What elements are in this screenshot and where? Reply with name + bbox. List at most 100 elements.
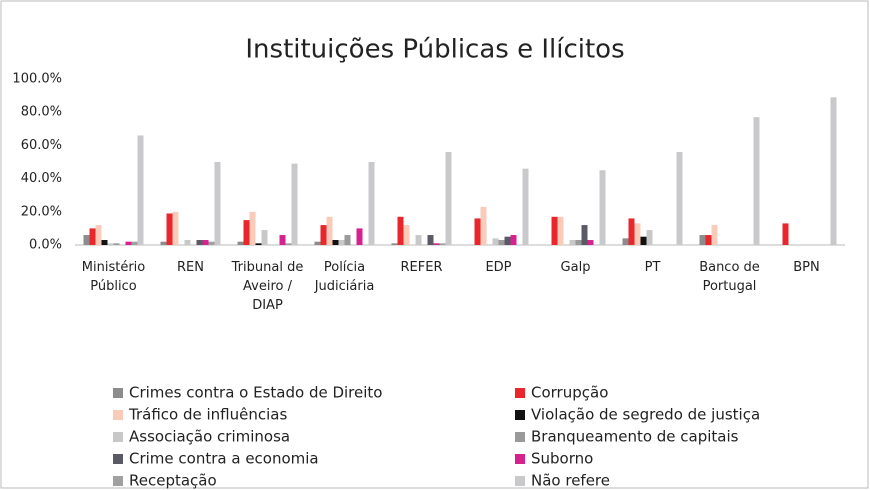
bar (332, 240, 339, 245)
x-tick-label: REN (177, 260, 204, 275)
bar (237, 241, 244, 245)
bar (640, 236, 647, 245)
bar (326, 216, 333, 245)
bar (557, 216, 564, 245)
bar (338, 240, 345, 245)
bar (160, 241, 167, 245)
legend-swatch (515, 476, 525, 486)
bar (628, 218, 635, 245)
bar (569, 240, 576, 245)
bar (587, 240, 594, 245)
bar (184, 240, 191, 245)
legend-label: Branqueamento de capitais (531, 428, 739, 446)
bar (622, 238, 629, 245)
bar (261, 230, 268, 245)
bar (575, 240, 582, 245)
legend-swatch (515, 432, 525, 442)
legend-swatch (113, 410, 123, 420)
legend-swatch (113, 432, 123, 442)
bar (646, 230, 653, 245)
bar (279, 235, 286, 245)
y-tick-label: 80.0% (21, 105, 62, 120)
y-tick-label: 40.0% (21, 171, 62, 186)
bar (599, 170, 606, 245)
bar (551, 216, 558, 245)
x-tick-label: EDP (485, 260, 511, 275)
x-tick-label: Ministério Público (82, 260, 146, 294)
legend-label: Violação de segredo de justiça (531, 406, 760, 424)
legend-label: Corrupção (531, 384, 608, 402)
x-tick-label: PT (645, 260, 661, 275)
bar (95, 225, 102, 245)
bar (89, 228, 96, 245)
chart-title: Instituições Públicas e Ilícitos (245, 35, 624, 65)
bar (243, 220, 250, 245)
legend-swatch (515, 388, 525, 398)
x-tick-label: Banco de Portugal (699, 260, 760, 294)
bar (291, 163, 298, 245)
legend-label: Crimes contra o Estado de Direito (129, 384, 382, 402)
bar (202, 240, 209, 245)
bar (753, 117, 760, 245)
bar (782, 223, 789, 245)
x-tick-label: BPN (793, 260, 819, 275)
bar (356, 228, 363, 245)
bar (439, 243, 446, 245)
bar (314, 241, 321, 245)
y-tick-label: 20.0% (21, 204, 62, 219)
bar (445, 152, 452, 245)
bar (705, 235, 712, 245)
legend-label: Não refere (531, 472, 610, 490)
legend-swatch (515, 454, 525, 464)
bar (676, 152, 683, 245)
bar (711, 225, 718, 245)
legend-swatch (113, 476, 123, 486)
bar (214, 162, 221, 245)
bar (83, 235, 90, 245)
bar (403, 225, 410, 245)
bar (344, 235, 351, 245)
bar (131, 241, 138, 245)
bar (634, 223, 641, 245)
bar (368, 162, 375, 245)
bar (196, 240, 203, 245)
bar (415, 235, 422, 245)
bar (581, 225, 588, 245)
bar (498, 240, 505, 245)
bar (830, 97, 837, 245)
bar (522, 168, 529, 245)
bar (101, 240, 108, 245)
bar (433, 243, 440, 245)
legend-swatch (113, 388, 123, 398)
legend-label: Receptação (129, 472, 217, 490)
bar (699, 235, 706, 245)
bar (510, 235, 517, 245)
bar (107, 243, 114, 245)
bar (137, 135, 144, 245)
legend-label: Tráfico de influências (128, 406, 287, 424)
bar (172, 211, 179, 245)
y-tick-label: 0.0% (29, 238, 62, 253)
x-tick-label: Tribunal de Aveiro / DIAP (231, 260, 304, 313)
bar (125, 241, 132, 245)
x-tick-label: Polícia Judiciária (314, 260, 375, 294)
x-tick-label: Galp (561, 260, 591, 275)
bar (166, 213, 173, 245)
bar (492, 238, 499, 245)
bar (391, 243, 398, 245)
bar (208, 241, 215, 245)
y-tick-label: 100.0% (12, 72, 62, 87)
bar (397, 216, 404, 245)
x-tick-label: REFER (401, 260, 443, 275)
y-tick-label: 60.0% (21, 138, 62, 153)
legend-label: Associação criminosa (129, 428, 290, 446)
legend-swatch (113, 454, 123, 464)
bar (474, 218, 481, 245)
bar (249, 211, 256, 245)
bar (113, 243, 120, 245)
bar (480, 206, 487, 245)
bar (255, 243, 262, 245)
legend-label: Crime contra a economia (129, 450, 319, 468)
bar (285, 243, 292, 245)
